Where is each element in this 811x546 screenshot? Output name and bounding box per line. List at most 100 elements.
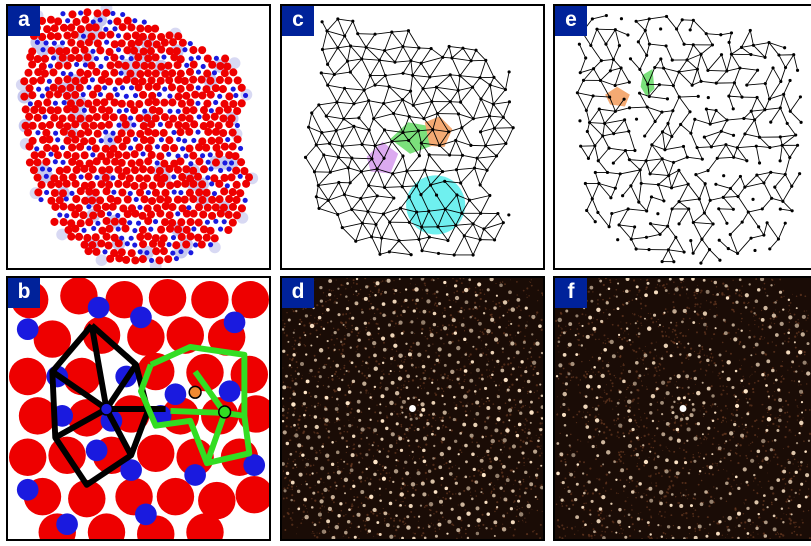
tiling-vertex (478, 130, 483, 134)
small-particle (94, 174, 100, 180)
noise-speckle (646, 386, 647, 388)
bright-spot (494, 428, 499, 433)
large-particle (173, 60, 182, 70)
noise-speckle (357, 345, 359, 347)
noise-speckle (340, 339, 342, 342)
tiling-vertex (357, 116, 361, 120)
large-particle (97, 180, 106, 189)
noise-speckle (674, 418, 676, 421)
large-particle (62, 179, 71, 188)
noise-speckle (337, 404, 339, 406)
tiling-vertex (577, 42, 581, 46)
noise-speckle (498, 301, 501, 304)
large-particle (186, 353, 224, 392)
noise-speckle (419, 378, 422, 381)
noise-speckle (330, 338, 333, 341)
tiling-vertex (703, 182, 707, 186)
noise-speckle (713, 520, 715, 523)
tiling-edge (671, 201, 680, 210)
tiling-vertex (745, 159, 749, 163)
small-particle (120, 459, 142, 481)
noise-speckle (675, 420, 676, 422)
tiling-vertex (613, 186, 617, 190)
large-particle (165, 47, 174, 56)
tiling-edge (480, 115, 490, 133)
tiling-edge (476, 145, 486, 159)
tiling-edge (661, 110, 673, 113)
bright-spot (310, 446, 314, 450)
noise-speckle (386, 416, 389, 419)
tiling-vertex (783, 172, 787, 177)
noise-speckle (632, 384, 634, 386)
noise-speckle (748, 382, 751, 385)
tiling-edge (597, 160, 608, 173)
bright-spot (372, 340, 377, 346)
large-particle (146, 136, 155, 145)
large-particle (43, 98, 52, 107)
tiling-edge (408, 130, 419, 141)
noise-speckle (796, 419, 798, 421)
tiling-edge (449, 74, 459, 91)
tiling-vertex (687, 207, 691, 211)
noise-speckle (788, 304, 790, 307)
noise-speckle (705, 328, 708, 330)
bright-spot (517, 499, 521, 503)
large-particle (97, 239, 106, 248)
noise-speckle (493, 366, 496, 368)
tiling-edge (379, 50, 386, 61)
noise-speckle (631, 523, 634, 526)
noise-speckle (316, 536, 319, 539)
noise-speckle (524, 431, 526, 433)
tiling-vertex (435, 111, 439, 116)
noise-speckle (422, 371, 425, 375)
noise-speckle (711, 443, 714, 446)
bright-spot (387, 323, 392, 327)
noise-speckle (703, 317, 705, 319)
tiling-edge (318, 101, 338, 106)
large-particle (123, 16, 132, 25)
small-particle (132, 18, 138, 24)
tiling-edge (706, 109, 711, 125)
noise-speckle (643, 464, 646, 467)
tiling-vertex (664, 44, 668, 48)
large-particle (68, 173, 77, 182)
noise-speckle (283, 332, 286, 334)
tiling-vertex (307, 125, 311, 129)
tiling-vertex (634, 19, 638, 23)
noise-speckle (287, 484, 290, 487)
noise-speckle (716, 462, 718, 465)
noise-speckle (304, 345, 307, 347)
noise-speckle (518, 495, 522, 498)
noise-speckle (389, 429, 391, 431)
noise-speckle (790, 366, 793, 368)
noise-speckle (340, 283, 343, 287)
tiling-vertex (390, 139, 394, 144)
tiling-edge (406, 155, 420, 172)
bright-spot (464, 353, 468, 356)
noise-speckle (426, 337, 429, 340)
bright-spot (511, 489, 515, 493)
noise-speckle (400, 305, 403, 307)
bright-spot (384, 386, 389, 391)
tiling-vertex (757, 135, 762, 139)
noise-speckle (648, 442, 651, 446)
noise-speckle (451, 476, 453, 478)
tiling-vertex (585, 129, 589, 134)
noise-speckle (560, 327, 562, 329)
noise-speckle (359, 330, 361, 332)
tiling-edge (662, 123, 669, 133)
noise-speckle (495, 336, 496, 338)
tiling-edge (327, 182, 340, 201)
bright-spot (454, 295, 460, 301)
tiling-edge (418, 239, 423, 251)
noise-speckle (426, 292, 428, 295)
large-particle (208, 60, 217, 69)
noise-speckle (460, 282, 463, 285)
noise-speckle (794, 346, 797, 349)
noise-speckle (668, 425, 670, 428)
noise-speckle (291, 346, 293, 347)
large-particle (93, 39, 102, 48)
large-particle (206, 120, 215, 129)
noise-speckle (410, 345, 413, 348)
bright-spot (386, 455, 390, 459)
